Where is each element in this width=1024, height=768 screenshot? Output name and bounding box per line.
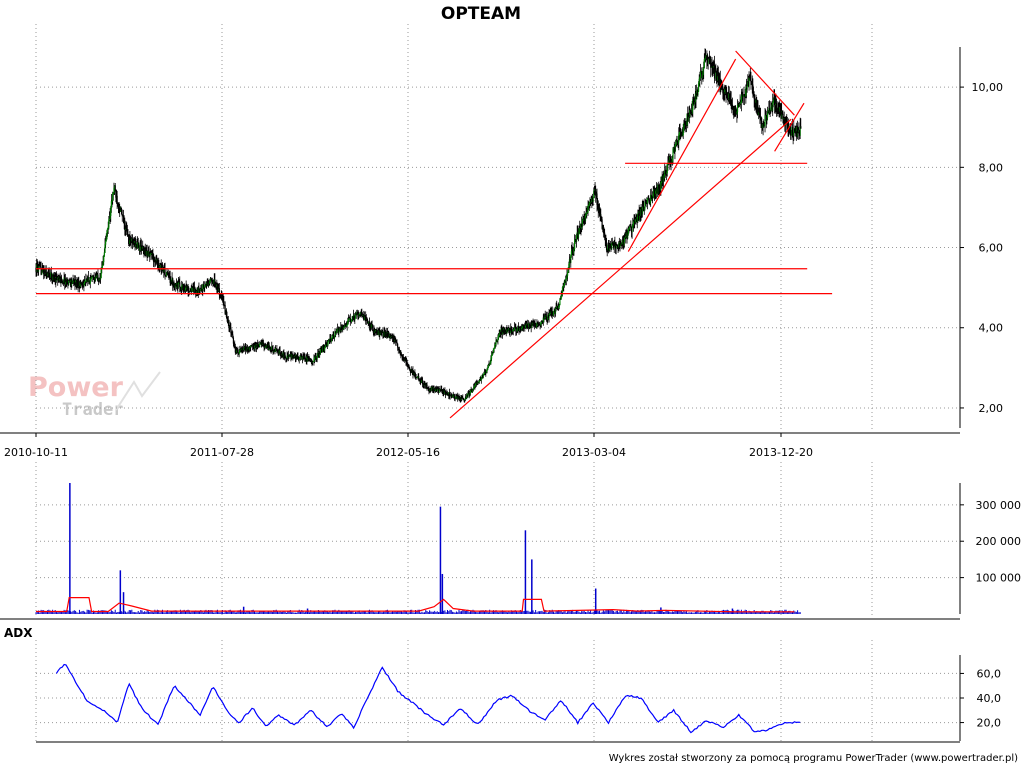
volume-ytick-label: 100 000 [976,572,1022,585]
adx-ytick-label: 60,0 [977,667,1002,680]
trendline-3 [449,118,792,419]
price-ytick-label: 4,00 [979,322,1004,335]
adx-ytick-label: 40,0 [977,692,1002,705]
trendline-4 [627,58,737,252]
adx-panel-label: ADX [4,626,33,640]
volume-ytick-label: 200 000 [976,535,1022,548]
price-xtick-label: 2010-10-11 [4,446,68,459]
adx-panel: 20,0 40,0 60,0 [36,655,1002,743]
price-ytick-label: 6,00 [979,242,1004,255]
trendline-6 [774,102,805,152]
price-xtick-label: 2013-03-04 [562,446,626,459]
price-xtick-label: 2013-12-20 [749,446,813,459]
footer-credit: Wykres został stworzony za pomocą progra… [609,753,1018,764]
watermark-power: Power [28,372,124,403]
price-panel: 2,00 4,00 6,00 8,00 10,00 2010-10-11 2011-07-2… [0,47,1003,459]
adx-grid [35,640,964,742]
price-xtick-label: 2011-07-28 [190,446,254,459]
adx-ytick-label: 20,0 [977,717,1002,730]
chart-title: OPTEAM [441,4,521,24]
powertrader-watermark: Power Trader [28,371,161,420]
watermark-trader: Trader [62,400,123,420]
price-down-bodies [35,54,802,401]
price-xtick-label: 2012-05-16 [376,446,440,459]
price-wicks [35,48,802,403]
price-ytick-label: 8,00 [979,161,1004,174]
adx-line [55,663,801,734]
price-grid [35,24,964,432]
volume-ytick-label: 300 000 [976,499,1022,512]
trendline-5 [735,50,795,116]
price-up-bodies [36,54,801,401]
price-ytick-label: 2,00 [979,402,1004,415]
volume-grid [35,462,964,618]
volume-average-line [36,596,795,613]
price-ytick-label: 10,00 [972,81,1004,94]
volume-panel: 100 000 200 000 300 000 [0,483,1022,620]
watermark-swoosh-icon [115,371,161,411]
